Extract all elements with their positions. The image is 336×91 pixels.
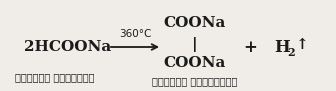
Text: 2: 2 (287, 48, 295, 59)
Text: ↑: ↑ (296, 38, 308, 52)
Text: +: + (243, 38, 257, 56)
Text: सोडियम ऑक्सैलेट: सोडियम ऑक्सैलेट (152, 76, 238, 86)
Text: |: | (192, 36, 198, 52)
Text: 2HCOONa: 2HCOONa (25, 40, 112, 54)
Text: COONa: COONa (164, 56, 226, 70)
Text: COONa: COONa (164, 16, 226, 30)
Text: 360°C: 360°C (119, 29, 151, 39)
Text: H: H (274, 38, 290, 56)
Text: सोडियम फॉर्मेट: सोडियम फॉर्मेट (15, 72, 95, 82)
